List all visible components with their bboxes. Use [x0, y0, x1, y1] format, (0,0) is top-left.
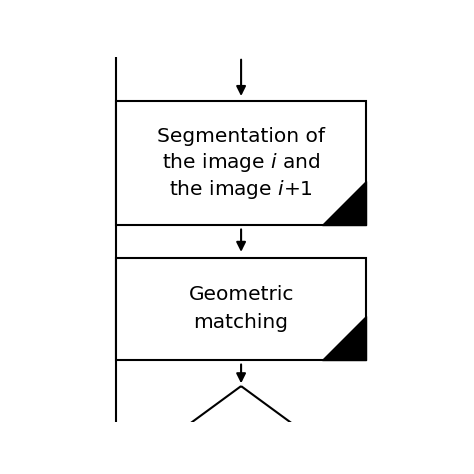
- Text: the image $\mathit{i}$ and: the image $\mathit{i}$ and: [162, 151, 320, 174]
- Polygon shape: [322, 181, 366, 225]
- Text: Geometric
matching: Geometric matching: [188, 285, 294, 332]
- Bar: [116, 100, 366, 225]
- Polygon shape: [322, 316, 366, 360]
- Text: Segmentation of: Segmentation of: [157, 127, 325, 146]
- Text: the image $\mathit{i}$+1: the image $\mathit{i}$+1: [169, 177, 313, 201]
- Bar: [116, 258, 366, 360]
